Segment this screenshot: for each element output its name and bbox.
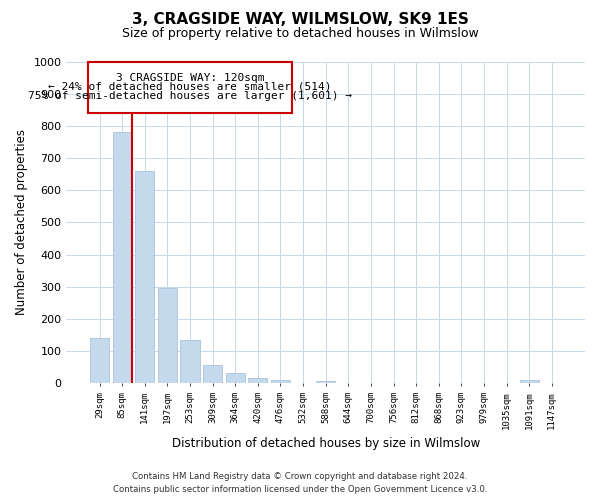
Y-axis label: Number of detached properties: Number of detached properties: [15, 130, 28, 316]
Text: Size of property relative to detached houses in Wilmslow: Size of property relative to detached ho…: [122, 28, 478, 40]
FancyBboxPatch shape: [88, 62, 292, 113]
Bar: [520, 380, 539, 384]
Bar: [203, 365, 222, 384]
Bar: [271, 380, 290, 384]
X-axis label: Distribution of detached houses by size in Wilmslow: Distribution of detached houses by size …: [172, 437, 480, 450]
Text: 3 CRAGSIDE WAY: 120sqm: 3 CRAGSIDE WAY: 120sqm: [116, 73, 264, 83]
Bar: [158, 288, 177, 384]
Bar: [90, 338, 109, 384]
Bar: [135, 171, 154, 384]
Text: 75% of semi-detached houses are larger (1,601) →: 75% of semi-detached houses are larger (…: [28, 91, 352, 101]
Bar: [316, 381, 335, 384]
Text: Contains HM Land Registry data © Crown copyright and database right 2024.
Contai: Contains HM Land Registry data © Crown c…: [113, 472, 487, 494]
Bar: [248, 378, 268, 384]
Text: ← 24% of detached houses are smaller (514): ← 24% of detached houses are smaller (51…: [48, 82, 332, 92]
Bar: [113, 132, 132, 384]
Text: 3, CRAGSIDE WAY, WILMSLOW, SK9 1ES: 3, CRAGSIDE WAY, WILMSLOW, SK9 1ES: [131, 12, 469, 28]
Bar: [226, 373, 245, 384]
Bar: [181, 340, 200, 384]
